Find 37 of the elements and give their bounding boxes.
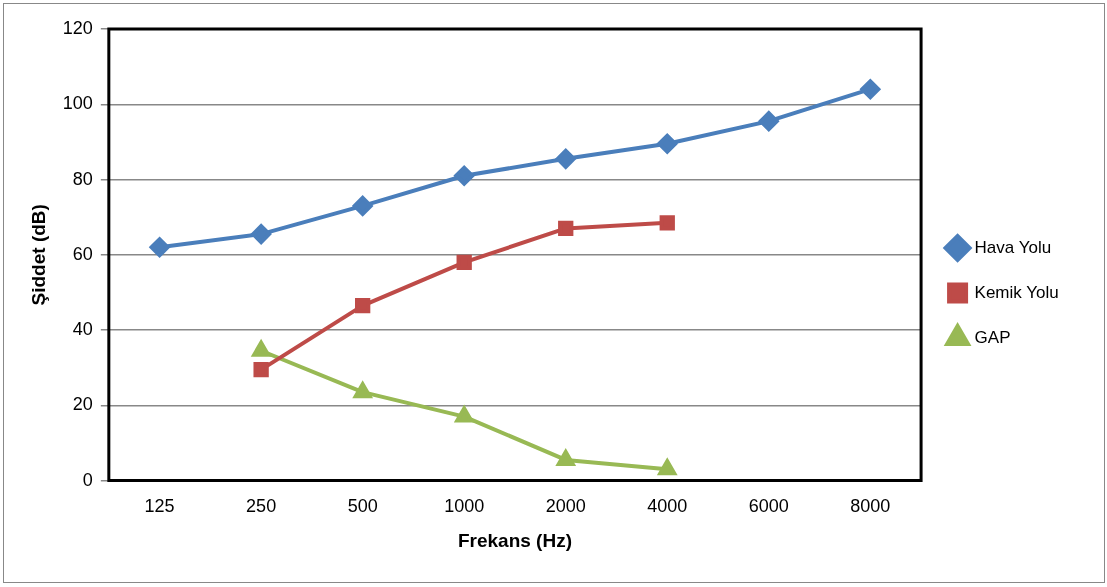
x-tick-label: 500 bbox=[347, 496, 378, 517]
x-tick-label: 125 bbox=[144, 496, 175, 517]
x-tick-label: 2000 bbox=[545, 496, 586, 517]
y-tick-label: 80 bbox=[72, 168, 93, 189]
point bbox=[454, 165, 475, 186]
x-tick-label: 1000 bbox=[444, 496, 485, 517]
x-tick-label: 6000 bbox=[748, 496, 789, 517]
y-tick-label: 60 bbox=[72, 243, 93, 264]
point bbox=[555, 148, 576, 169]
point bbox=[454, 404, 474, 423]
legend-label: Hava Yolu bbox=[974, 237, 1052, 257]
point bbox=[149, 237, 170, 258]
y-tick-label: 100 bbox=[62, 93, 93, 114]
y-tick-label: 120 bbox=[62, 17, 93, 38]
point bbox=[456, 254, 472, 270]
point bbox=[355, 297, 371, 314]
point bbox=[860, 79, 881, 100]
point bbox=[558, 220, 574, 237]
point bbox=[352, 195, 373, 216]
point bbox=[251, 224, 272, 245]
point bbox=[657, 133, 678, 154]
point bbox=[758, 111, 779, 132]
point bbox=[659, 215, 675, 231]
y-tick-label: 0 bbox=[82, 469, 93, 490]
y-tick-label: 20 bbox=[72, 394, 93, 415]
x-tick-label: 8000 bbox=[850, 496, 891, 517]
x-axis-title: Frekans (Hz) bbox=[457, 529, 572, 551]
y-tick-label: 40 bbox=[72, 319, 93, 340]
legend-label: Kemik Yolu bbox=[974, 282, 1059, 302]
x-tick-label: 250 bbox=[246, 496, 277, 517]
x-tick-label: 4000 bbox=[647, 496, 688, 517]
point bbox=[353, 382, 372, 399]
y-axis-title: Şiddet (dB) bbox=[27, 204, 49, 306]
point bbox=[253, 361, 269, 378]
point bbox=[556, 449, 575, 466]
legend-label: GAP bbox=[974, 327, 1011, 347]
point bbox=[658, 459, 677, 476]
